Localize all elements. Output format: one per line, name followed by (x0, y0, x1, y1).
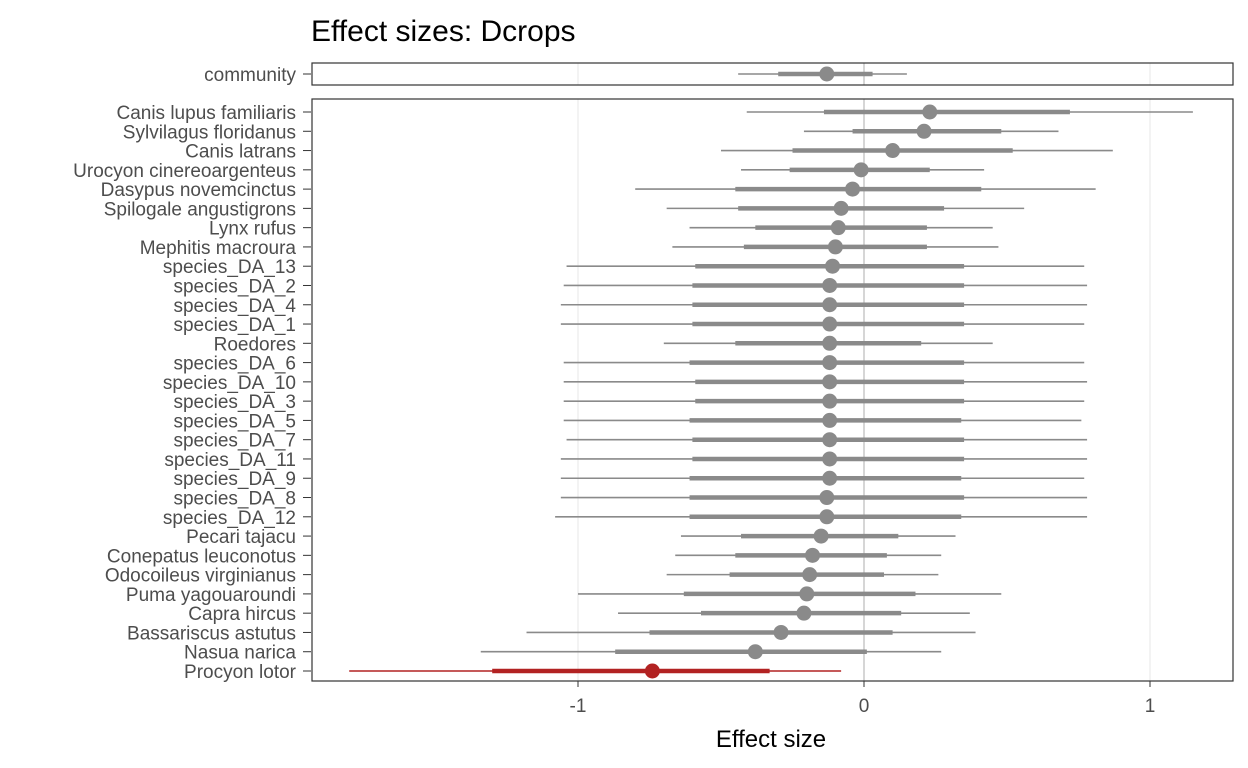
species-row-10-label: species_DA_4 (173, 296, 296, 317)
species-row-0-point (922, 104, 938, 120)
species-row-3-label: Urocyon cinereoargenteus (73, 161, 296, 182)
species-row-7-label: Mephitis macroura (140, 238, 297, 259)
chart-title: Effect sizes: Dcrops (311, 15, 576, 48)
species-row-20-point (819, 490, 835, 506)
species-row-11-label: species_DA_1 (173, 315, 296, 336)
species-row-5-label: Spilogale angustigrons (104, 199, 296, 220)
species-row-16-label: species_DA_5 (173, 411, 296, 432)
species-row-6-point (830, 220, 846, 236)
community-row-point (819, 66, 835, 82)
species-row-12-label: Roedores (214, 334, 296, 355)
species-row-28-label: Nasua narica (184, 643, 296, 664)
species-row-20-label: species_DA_8 (173, 489, 296, 510)
species-row-0-label: Canis lupus familiaris (116, 103, 296, 124)
species-row-18-point (822, 451, 838, 467)
species-row-8-point (825, 258, 841, 274)
species-row-21-point (819, 509, 835, 525)
species-row-10-point (822, 297, 838, 313)
species-row-2-point (885, 143, 901, 159)
species-row-17-point (822, 432, 838, 448)
species-row-19-label: species_DA_9 (173, 469, 296, 490)
species-row-26-point (796, 605, 812, 621)
species-row-17-label: species_DA_7 (173, 431, 296, 452)
species-row-12-point (822, 335, 838, 351)
species-row-23-label: Conepatus leuconotus (107, 546, 296, 567)
species-row-9-label: species_DA_2 (173, 276, 296, 297)
species-row-11-point (822, 316, 838, 332)
community-panel-border (311, 62, 1234, 86)
species-row-24-label: Odocoileus virginianus (105, 566, 296, 587)
species-row-26-label: Capra hircus (188, 604, 296, 625)
species-row-22-label: Pecari tajacu (186, 527, 296, 548)
species-row-24-point (802, 567, 818, 583)
species-row-8-label: species_DA_13 (163, 257, 296, 278)
x-axis: -1 0 1 (570, 681, 1156, 717)
species-row-14-label: species_DA_10 (163, 373, 296, 394)
species-row-1-label: Sylvilagus floridanus (123, 122, 296, 143)
species-panel-border (311, 98, 1234, 682)
species-row-18-label: species_DA_11 (164, 450, 296, 471)
species-row-13-label: species_DA_6 (173, 354, 296, 375)
species-row-13-point (822, 355, 838, 371)
species-row-16-point (822, 412, 838, 428)
species-row-22-point (813, 528, 829, 544)
species-row-25-label: Puma yagouaroundi (126, 585, 296, 606)
species-row-28-point (747, 644, 763, 660)
species-row-9-point (822, 277, 838, 293)
species-row-15-point (822, 393, 838, 409)
species-row-19-point (822, 470, 838, 486)
species-row-6-label: Lynx rufus (209, 219, 296, 240)
species-row-4-point (845, 181, 861, 197)
species-row-27-point (773, 624, 789, 640)
species-row-5-point (833, 200, 849, 216)
species-row-25-point (799, 586, 815, 602)
species-row-4-label: Dasypus novemcinctus (101, 180, 296, 201)
community-panel: community (204, 62, 1234, 86)
x-axis-label: Effect size (716, 726, 826, 753)
x-tick-label-2: 1 (1145, 696, 1156, 717)
species-row-1-point (916, 123, 932, 139)
species-row-29-point (644, 663, 660, 679)
community-row-label: community (204, 65, 296, 86)
species-row-21-label: species_DA_12 (163, 508, 296, 529)
species-row-14-point (822, 374, 838, 390)
species-row-23-point (805, 547, 821, 563)
species-row-2-label: Canis latrans (185, 142, 296, 163)
species-row-27-label: Bassariscus astutus (127, 623, 296, 644)
species-row-15-label: species_DA_3 (173, 392, 296, 413)
x-tick-label-0: -1 (570, 696, 587, 717)
species-row-3-point (853, 162, 869, 178)
species-row-29-label: Procyon lotor (184, 662, 297, 683)
x-tick-label-1: 0 (859, 696, 870, 717)
species-row-7-point (827, 239, 843, 255)
